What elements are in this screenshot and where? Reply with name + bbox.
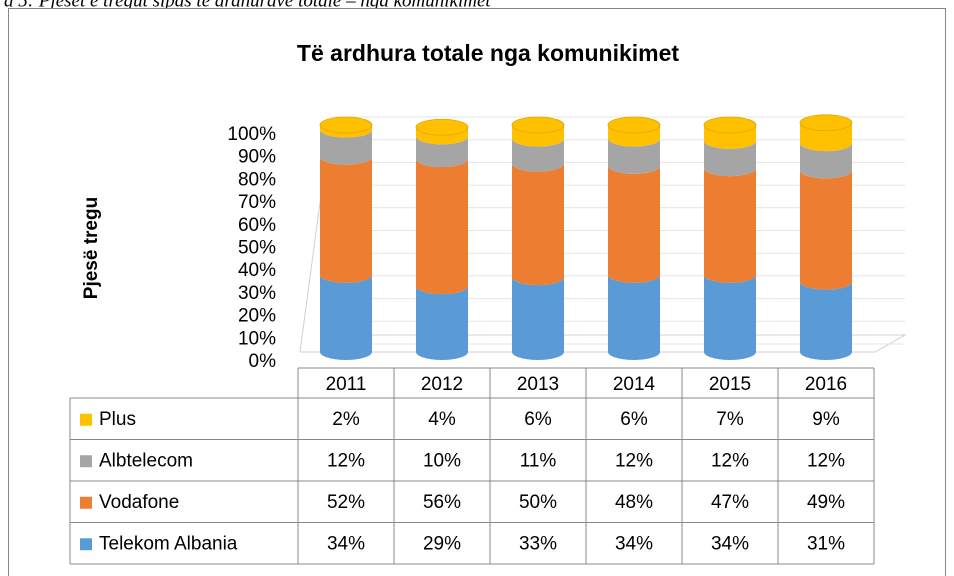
bar-segment	[416, 159, 468, 295]
bar-top	[319, 116, 373, 134]
data-label: 52%	[327, 492, 365, 513]
data-label: 12%	[711, 450, 749, 471]
data-label: 48%	[615, 492, 653, 513]
y-tick-label: 20%	[238, 306, 276, 327]
legend-key	[80, 413, 92, 426]
caption: a 5: Pjesët e tregut sipas të ardhurave …	[4, 0, 491, 11]
data-label: 50%	[519, 492, 557, 513]
data-label: 33%	[519, 533, 557, 554]
data-label: 49%	[807, 492, 845, 513]
chart-title: Të ardhura totale nga komunikimet	[297, 40, 679, 66]
legend-key	[80, 455, 92, 468]
bar-segment	[512, 125, 564, 147]
bar-segment	[512, 277, 564, 360]
bar-segment	[416, 127, 468, 145]
data-label: 34%	[711, 533, 749, 554]
bar-segment	[512, 163, 564, 286]
x-tick-label: 2014	[613, 374, 656, 395]
bar-segment	[608, 165, 660, 283]
bar-top	[415, 118, 469, 136]
legend-label: Plus	[99, 409, 136, 430]
data-label: 10%	[423, 450, 461, 471]
x-tick-label: 2016	[805, 374, 847, 395]
y-tick-label: 40%	[238, 260, 276, 281]
bar-top	[511, 116, 565, 134]
bar-top	[799, 114, 853, 132]
bar-segment	[800, 143, 852, 179]
data-label: 34%	[615, 533, 653, 554]
bar-top	[703, 116, 757, 134]
y-tick-label: 80%	[238, 169, 276, 190]
bar-segment	[608, 125, 660, 147]
bar-segment	[416, 286, 468, 360]
bar-segment	[704, 168, 756, 283]
data-label: 12%	[327, 450, 365, 471]
bar-segment	[608, 138, 660, 174]
data-label: 34%	[327, 533, 365, 554]
legend-label: Vodafone	[99, 492, 179, 513]
data-label: 4%	[428, 409, 456, 430]
data-label: 2%	[332, 409, 360, 430]
data-label: 9%	[812, 409, 840, 430]
data-label: 6%	[524, 409, 552, 430]
bar-segment	[800, 170, 852, 290]
bar-segment	[704, 274, 756, 360]
bar-top	[607, 116, 661, 134]
x-tick-label: 2013	[517, 374, 559, 395]
y-tick-label: 100%	[227, 124, 276, 145]
y-tick-label: 70%	[238, 192, 276, 213]
y-tick-label: 90%	[238, 147, 276, 168]
bar-segment	[704, 125, 756, 149]
data-label: 6%	[620, 409, 648, 430]
bar-segment	[320, 129, 372, 165]
data-label: 11%	[520, 450, 557, 471]
legend-label: Telekom Albania	[99, 533, 238, 554]
x-tick-label: 2011	[326, 374, 367, 395]
data-label: 56%	[423, 492, 461, 513]
bar-segment	[320, 274, 372, 360]
bar-segment	[320, 125, 372, 138]
data-label: 31%	[807, 533, 845, 554]
legend-key	[80, 496, 92, 509]
x-tick-label: 2015	[709, 374, 751, 395]
y-tick-label: 60%	[238, 215, 276, 236]
y-tick-label: 10%	[238, 328, 276, 349]
legend-label: Albtelecom	[99, 450, 193, 471]
x-tick-label: 2012	[421, 374, 463, 395]
y-tick-label: 50%	[238, 238, 276, 259]
bar-segment	[608, 274, 660, 360]
data-label: 47%	[711, 492, 749, 513]
y-tick-label: 30%	[238, 283, 276, 304]
data-label: 12%	[807, 450, 845, 471]
y-tick-label: 0%	[249, 351, 277, 372]
data-label: 29%	[423, 533, 461, 554]
bar-segment	[512, 138, 564, 172]
bar-segment	[800, 281, 852, 360]
data-label: 12%	[615, 450, 653, 471]
legend-key	[80, 538, 92, 551]
bar-segment	[320, 156, 372, 283]
data-label: 7%	[716, 409, 744, 430]
bar-segment	[704, 140, 756, 177]
y-axis-label: Pjesë tregu	[81, 197, 102, 299]
bar-segment	[416, 136, 468, 168]
